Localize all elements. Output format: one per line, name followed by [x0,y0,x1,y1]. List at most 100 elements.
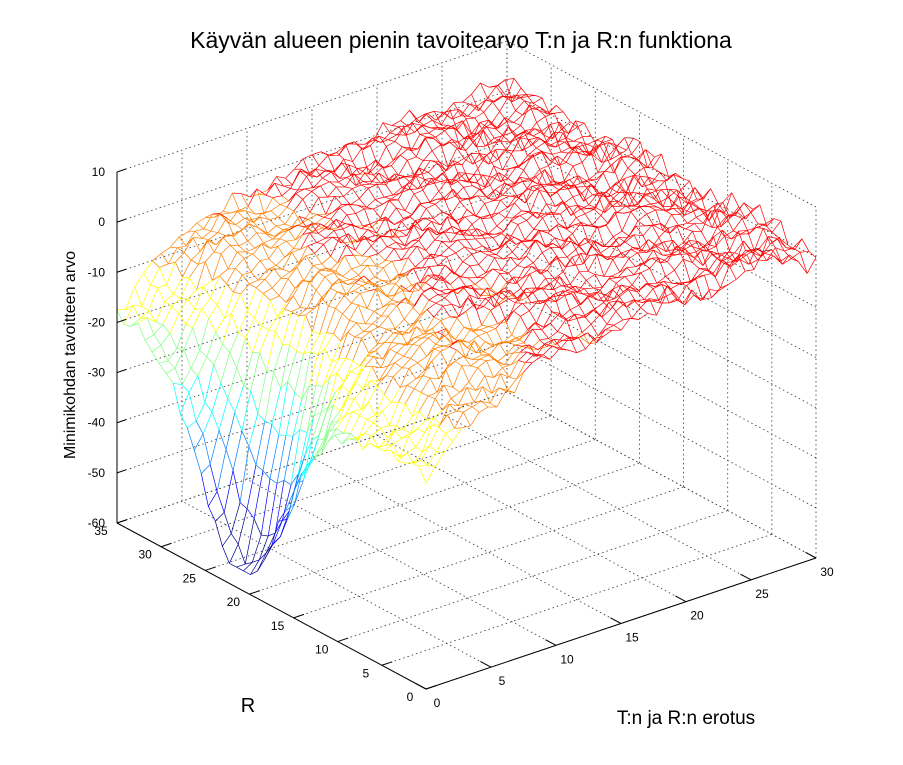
mesh-line [258,189,268,195]
mesh-line [553,181,561,186]
mesh-line [275,256,285,266]
mesh-line [545,112,555,117]
mesh-line [284,308,292,312]
mesh-line [697,241,705,246]
mesh-line [444,264,453,272]
mesh-line [408,428,418,437]
mesh-line [400,331,408,346]
mesh-line [368,385,378,403]
mesh-line [551,184,560,191]
mesh-line [435,297,445,304]
mesh-line [451,270,460,277]
mesh-line [493,373,501,378]
mesh-line [264,420,272,425]
mesh-line [402,332,410,336]
mesh-line [586,274,596,281]
mesh-line [377,146,387,165]
mesh-line [487,126,497,130]
mesh-line [375,288,386,296]
mesh-line [595,274,605,277]
mesh-line [782,254,790,265]
mesh-line [550,121,560,125]
mesh-line [465,340,475,358]
mesh-line [587,332,595,339]
mesh-line [367,308,375,312]
mesh-line [421,293,430,301]
mesh-line [603,139,613,143]
mesh-line [339,203,349,209]
mesh-line [188,375,199,393]
mesh-line [323,211,333,218]
mesh-line [532,151,542,155]
mesh-line [764,249,772,254]
mesh-line [688,202,697,218]
mesh-line [566,162,574,167]
mesh-line [383,449,391,452]
mesh-line [662,205,672,208]
grid-line [116,40,508,173]
mesh-line [449,316,458,319]
mesh-line [537,346,547,350]
mesh-line [387,425,397,439]
mesh-line [370,135,380,146]
mesh-line [173,293,181,300]
mesh-line [311,185,321,192]
mesh-line [448,288,458,295]
mesh-line [329,358,340,378]
mesh-line [471,253,479,265]
mesh-line [137,322,146,341]
mesh-line [731,192,740,207]
mesh-line [604,197,614,213]
mesh-line [511,137,521,154]
mesh-line [413,193,422,204]
mesh-line [410,203,420,218]
mesh-line [489,212,499,216]
mesh-line [226,268,236,284]
mesh-line [466,387,475,403]
mesh-line [360,223,370,229]
mesh-line [299,170,307,177]
mesh-line [510,257,520,261]
mesh-line [240,293,248,312]
mesh-line [188,392,197,422]
mesh-line [360,264,368,267]
mesh-line [274,480,285,534]
mesh-line [338,278,347,295]
mesh-line [355,437,364,450]
mesh-line [437,331,445,337]
mesh-line [515,291,525,303]
mesh-line [596,254,606,258]
mesh-line [393,331,401,334]
mesh-line [443,231,451,243]
mesh-line [475,238,483,247]
mesh-line [709,289,719,292]
mesh-line [512,241,522,253]
mesh-line [322,171,332,179]
mesh-line [653,249,663,256]
mesh-line [343,196,351,205]
mesh-line [424,424,432,433]
mesh-line [524,229,534,241]
mesh-line [543,311,553,328]
mesh-line [460,135,468,150]
mesh-line [400,147,410,156]
mesh-line [167,348,178,362]
y-tick-label: 15 [271,619,285,633]
mesh-line [419,167,429,173]
mesh-line [462,120,472,135]
mesh-line [728,255,739,267]
mesh-line [651,223,661,226]
mesh-line [458,339,468,349]
mesh-line [344,254,354,257]
mesh-line [162,305,172,325]
mesh-line [288,224,298,231]
mesh-line [631,284,640,291]
mesh-line [624,303,633,319]
mesh-line [467,297,477,310]
mesh-line [424,316,435,333]
mesh-line [465,117,475,120]
mesh-line [416,326,424,335]
x-tick-mark [805,551,817,559]
mesh-line [440,351,449,367]
mesh-line [567,185,575,190]
